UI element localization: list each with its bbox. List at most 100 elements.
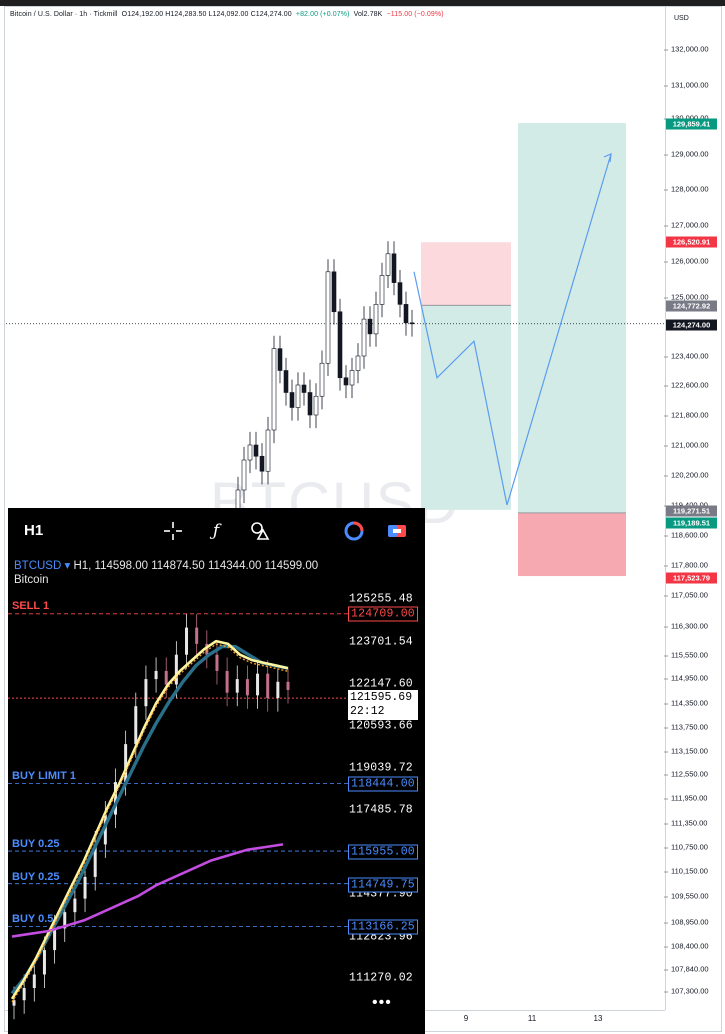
candle-body xyxy=(259,455,265,472)
mobile-candle-body xyxy=(185,627,189,655)
price-tick-label: 129,000.00 xyxy=(664,149,709,159)
mobile-candle-body xyxy=(164,670,168,685)
mobile-axis-price: 119039.72 xyxy=(349,761,413,775)
mobile-axis-price: 111270.02 xyxy=(349,971,413,985)
shapes-icon[interactable] xyxy=(248,520,270,542)
level-tag-buy-2[interactable]: 114749.75 xyxy=(348,877,418,893)
symbol-dropdown-icon[interactable]: ▾ xyxy=(61,560,74,572)
mobile-candle-body xyxy=(195,627,199,644)
candle-body xyxy=(319,362,325,397)
price-tick-label: 109,550.00 xyxy=(664,891,709,901)
price-tick-label: 115,550.00 xyxy=(664,650,708,660)
candle-body xyxy=(373,304,379,335)
current-price-box: 121595.69 22:12 xyxy=(348,690,418,720)
price-tick-label: 107,840.00 xyxy=(664,964,709,974)
price-tick-label: 121,800.00 xyxy=(664,410,709,420)
entry-long-price-tag-2: 119,189.51 xyxy=(666,517,717,529)
candle-body xyxy=(349,370,355,386)
order-icon[interactable] xyxy=(386,520,408,542)
mobile-axis-price: 117485.78 xyxy=(349,803,413,817)
mobile-candle-body xyxy=(53,928,57,951)
moving-average-line xyxy=(11,843,284,938)
price-tick-label: 120,200.00 xyxy=(664,470,709,480)
mobile-candle-body xyxy=(42,950,46,975)
mobile-candle-body xyxy=(225,670,229,693)
price-tick-label: 114,950.00 xyxy=(664,673,708,683)
current-price: 121595.69 xyxy=(350,691,413,704)
level-label-sell[interactable]: SELL 1 xyxy=(12,600,50,612)
candle-body xyxy=(247,444,253,461)
price-tick-label: 111,350.00 xyxy=(663,818,708,828)
candle-body xyxy=(277,348,283,371)
mobile-candle-body xyxy=(174,654,178,685)
price-tick-label: 127,000.00 xyxy=(664,220,709,230)
candle-body xyxy=(241,459,247,491)
level-label-buy-limit[interactable]: BUY LIMIT 1 xyxy=(12,770,76,782)
mobile-ohlc: H1, 114598.00 114874.50 114344.00 114599… xyxy=(73,560,319,572)
candle-body xyxy=(283,370,289,393)
current-price-tag: 124,274.00 xyxy=(666,319,717,331)
price-tick-label: 114,350.00 xyxy=(664,698,708,708)
candle-body xyxy=(271,348,277,431)
target-price-tag: 129,859.41 xyxy=(666,118,717,130)
level-label-buy-1[interactable]: BUY 0.25 xyxy=(12,838,60,850)
candle-body xyxy=(289,392,295,408)
price-tick-label: 125,000.00 xyxy=(664,292,709,302)
crosshair-icon[interactable] xyxy=(162,520,184,542)
legend-change: +82.00 (+0.07%) xyxy=(295,11,350,18)
price-tick-label: 111,950.00 xyxy=(663,793,708,803)
level-tag-buy-1[interactable]: 115955.00 xyxy=(348,844,418,860)
moving-average-line xyxy=(10,639,289,1000)
more-menu-icon[interactable]: ••• xyxy=(372,994,392,1011)
mobile-symbol-line: BTCUSD ▾ H1, 114598.00 114874.50 114344.… xyxy=(14,558,318,572)
legend-ohlc: O124,192.00 H124,283.50 L124,092.00 C124… xyxy=(121,11,292,18)
level-tag-buy-3[interactable]: 113166.25 xyxy=(348,919,418,935)
price-tick-label: 132,000.00 xyxy=(664,44,709,54)
candle-body xyxy=(331,271,337,313)
moving-average-line xyxy=(10,644,289,995)
entry-short-price-tag: 124,772.92 xyxy=(666,300,717,312)
price-tick-label: 118,600.00 xyxy=(664,530,708,540)
time-label-9: 9 xyxy=(463,1014,469,1023)
mobile-candle-body xyxy=(12,1000,16,1006)
timeframe-button[interactable]: H1 xyxy=(24,522,44,539)
mobile-candle-body xyxy=(83,876,87,899)
mobile-axis-price: 122147.60 xyxy=(349,677,413,691)
mobile-candle-body xyxy=(205,643,209,655)
stop-high-price-tag: 126,520.91 xyxy=(666,236,717,248)
level-tag-sell[interactable]: 124709.00 xyxy=(348,606,418,622)
candle-body xyxy=(403,304,409,324)
level-label-buy-2[interactable]: BUY 0.25 xyxy=(12,871,60,883)
mobile-candle-body xyxy=(63,912,67,929)
price-tick-label: 110,150.00 xyxy=(664,866,708,876)
candle-body xyxy=(307,392,313,416)
mobile-chart-canvas[interactable] xyxy=(8,508,425,1034)
mobile-trading-chart[interactable]: H1 ƒ BTCUSD ▾ H1, 114598.00 114874.50 11… xyxy=(8,508,425,1034)
mobile-candle-body xyxy=(154,670,158,680)
mobile-candle-body xyxy=(134,706,138,745)
level-label-buy-3[interactable]: BUY 0.5 xyxy=(12,913,54,925)
legend-volume-change: −115.00 (−0.09%) xyxy=(386,11,444,18)
legend-symbol[interactable]: Bitcoin / U.S. Dollar · 1h · Tickmill xyxy=(10,11,118,18)
price-tick-label: 121,000.00 xyxy=(664,440,709,450)
price-tick-label: 131,000.00 xyxy=(664,80,709,90)
mobile-symbol-description: Bitcoin xyxy=(14,574,49,586)
long-profit-zone xyxy=(518,123,626,513)
mobile-symbol[interactable]: BTCUSD xyxy=(14,560,62,572)
function-icon[interactable]: ƒ xyxy=(212,521,220,541)
candle-body xyxy=(385,253,391,276)
level-tag-buy-limit[interactable]: 118444.00 xyxy=(348,776,418,792)
mobile-candle-body xyxy=(73,898,77,913)
currency-label[interactable]: USD xyxy=(674,15,689,22)
mobile-candle-body xyxy=(32,974,36,989)
price-tick-label: 112,550.00 xyxy=(664,769,708,779)
mobile-candle-body xyxy=(93,844,97,877)
price-axis[interactable] xyxy=(665,6,722,1010)
candle-body xyxy=(361,318,367,357)
candle-body xyxy=(301,384,307,393)
candle-body xyxy=(397,282,403,305)
candle-body xyxy=(355,355,361,371)
chart-type-icon[interactable] xyxy=(343,520,365,542)
price-tick-label: 126,000.00 xyxy=(664,256,709,266)
candle-body xyxy=(337,311,343,379)
